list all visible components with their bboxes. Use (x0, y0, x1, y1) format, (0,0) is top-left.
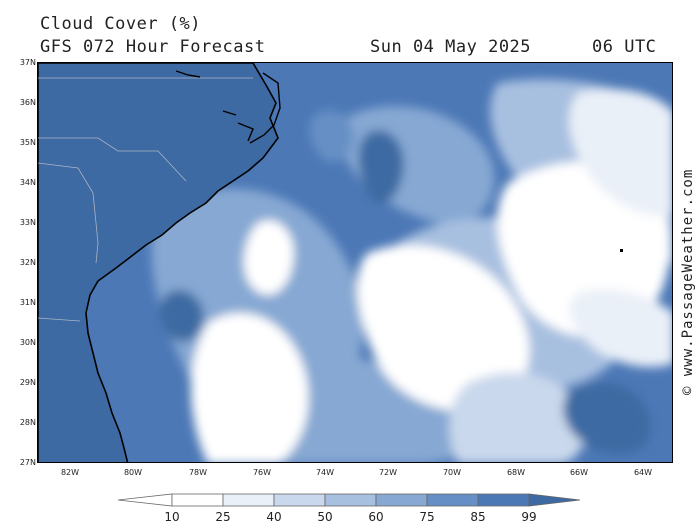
lon-label: 70W (442, 468, 462, 477)
lat-label: 28N (19, 418, 36, 427)
colorbar-label: 10 (164, 510, 180, 524)
colorbar-label: 75 (419, 510, 435, 524)
colorbar-label: 85 (470, 510, 486, 524)
colorbar-segment (528, 493, 581, 507)
lat-label: 36N (19, 98, 36, 107)
lat-label: 27N (19, 458, 36, 467)
cloud-cover-map[interactable] (37, 62, 673, 463)
site-credit: © www.PassageWeather.com (680, 168, 696, 395)
forecast-date: Sun 04 May 2025 (370, 37, 532, 57)
lon-label: 82W (60, 468, 80, 477)
lon-label: 68W (506, 468, 526, 477)
colorbar-segment (324, 493, 377, 507)
colorbar-label: 99 (521, 510, 537, 524)
bermuda-marker (620, 249, 623, 252)
lon-label: 74W (315, 468, 335, 477)
lat-label: 29N (19, 378, 36, 387)
map-title: Cloud Cover (%) (40, 14, 202, 34)
colorbar-segment (222, 493, 275, 507)
lon-label: 72W (378, 468, 398, 477)
colorbar-segment (273, 493, 326, 507)
lon-label: 64W (633, 468, 653, 477)
lat-label: 35N (19, 138, 36, 147)
colorbar (118, 493, 581, 507)
coastline-details (175, 70, 281, 144)
lon-label: 78W (188, 468, 208, 477)
lon-label: 76W (252, 468, 272, 477)
colorbar-segment (171, 493, 224, 507)
colorbar-label: 50 (317, 510, 333, 524)
lat-label: 33N (19, 218, 36, 227)
lat-label: 31N (19, 298, 36, 307)
state-borders (38, 77, 253, 322)
forecast-time: 06 UTC (592, 37, 657, 57)
colorbar-segment (426, 493, 479, 507)
lat-label: 34N (19, 178, 36, 187)
lat-label: 37N (19, 58, 36, 67)
map-canvas (38, 63, 672, 462)
colorbar-segment (118, 493, 173, 507)
us-land (38, 63, 279, 462)
lat-label: 30N (19, 338, 36, 347)
colorbar-label: 40 (266, 510, 282, 524)
colorbar-label: 25 (215, 510, 231, 524)
colorbar-label: 60 (368, 510, 384, 524)
lat-label: 32N (19, 258, 36, 267)
lon-label: 66W (569, 468, 589, 477)
colorbar-segment (477, 493, 530, 507)
colorbar-segment (375, 493, 428, 507)
lon-label: 80W (123, 468, 143, 477)
cloud-field (151, 79, 672, 462)
forecast-subtitle: GFS 072 Hour Forecast (40, 37, 266, 57)
